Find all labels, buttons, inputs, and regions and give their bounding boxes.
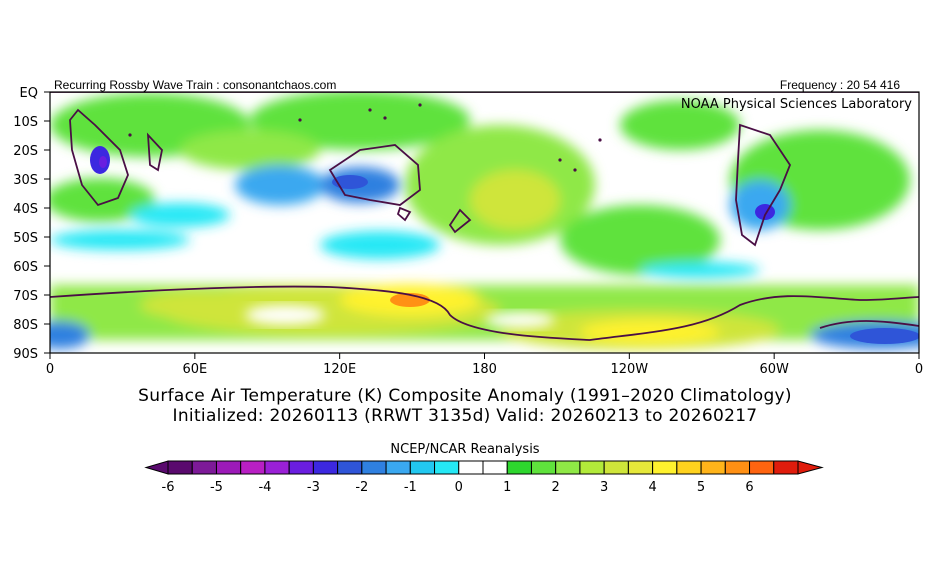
colorbar-swatch: [361, 460, 387, 475]
lat-tick-label: 70S: [13, 289, 38, 304]
colorbar-swatch: [652, 460, 678, 475]
colorbar-tick-label: 6: [745, 480, 753, 495]
colorbar-swatch: [167, 460, 193, 475]
colorbar-swatch: [385, 460, 411, 475]
lat-tick-label: 50S: [13, 231, 38, 246]
lon-tick-label: 120E: [323, 362, 356, 377]
anomaly-map: NOAA Physical Sciences Laboratory EQ 10S 2…: [13, 86, 923, 377]
lab-label: NOAA Physical Sciences Laboratory: [681, 97, 912, 112]
colorbar-tick-label: 0: [455, 480, 463, 495]
header-frequency-text: Frequency : 20 54 416: [779, 78, 900, 92]
lat-tick-label: 60S: [13, 260, 38, 275]
colorbar-tick-label: -6: [162, 480, 175, 495]
colorbar-swatch: [603, 460, 629, 475]
colorbar-swatch: [700, 460, 726, 475]
lon-tick-label: 0: [915, 362, 923, 377]
colorbar-swatch: [409, 460, 436, 475]
colorbar-swatch: [337, 460, 363, 475]
title-line-2: Initialized: 20260113 (RRWT 3135d) Valid…: [172, 406, 758, 426]
header-source-text: Recurring Rossby Wave Train : consonantc…: [54, 78, 337, 92]
colorbar-swatch: [458, 460, 484, 475]
coastlines: [50, 92, 919, 341]
colorbar-tick-label: 3: [600, 480, 608, 495]
colorbar-tick-label: 5: [697, 480, 705, 495]
colorbar-tick-label: -5: [210, 480, 223, 495]
lon-tick-label: 60E: [182, 362, 207, 377]
colorbar-tick-label: -1: [404, 480, 417, 495]
colorbar-tick-label: 2: [552, 480, 560, 495]
colorbar-swatch: [506, 460, 532, 475]
colorbar-swatch: [434, 460, 460, 475]
lon-tick-label: 60W: [759, 362, 789, 377]
colorbar-title: NCEP/NCAR Reanalysis: [390, 442, 540, 457]
lat-tick-label: 40S: [13, 202, 38, 217]
colorbar-swatch: [579, 460, 605, 475]
lon-tick-label: 120W: [610, 362, 648, 377]
lat-tick-label: 10S: [13, 115, 38, 130]
colorbar-swatch: [312, 460, 339, 475]
colorbar-tick-label: -4: [258, 480, 271, 495]
colorbar-left-arrow: [144, 460, 169, 475]
colorbar-swatch: [215, 460, 242, 475]
colorbar-swatch: [288, 460, 314, 475]
colorbar-swatch: [530, 460, 557, 475]
anomaly-field: [50, 92, 919, 353]
colorbar-swatch: [724, 460, 751, 475]
colorbar-tick-label: -2: [355, 480, 368, 495]
colorbar-swatch: [676, 460, 702, 475]
title-line-1: Surface Air Temperature (K) Composite An…: [138, 386, 792, 406]
latitude-axis: EQ 10S 20S 30S 40S 50S 60S 70S 80S 90S: [13, 86, 50, 362]
colorbar-swatch: [482, 460, 508, 475]
colorbar-swatch: [555, 460, 581, 475]
colorbar-tick-label: -3: [307, 480, 320, 495]
longitude-axis: 0 60E 120E 180 120W 60W 0: [46, 353, 923, 377]
colorbar-tick-label: 1: [503, 480, 511, 495]
colorbar: -6 -5 -4 -3 -2 -1 0 1 2 3 4 5 6: [144, 460, 824, 495]
lat-tick-label: 30S: [13, 173, 38, 188]
colorbar-swatch: [264, 460, 290, 475]
lon-tick-label: 180: [472, 362, 497, 377]
lat-tick-label: 90S: [13, 347, 38, 362]
colorbar-right-arrow: [797, 460, 824, 475]
lat-tick-label: EQ: [20, 86, 38, 101]
lat-tick-label: 80S: [13, 318, 38, 333]
colorbar-swatch: [627, 460, 654, 475]
lat-tick-label: 20S: [13, 144, 38, 159]
colorbar-swatch: [773, 460, 799, 475]
colorbar-tick-label: 4: [648, 480, 656, 495]
colorbar-swatch: [191, 460, 217, 475]
colorbar-swatch: [749, 460, 775, 475]
colorbar-swatch: [240, 460, 266, 475]
lon-tick-label: 0: [46, 362, 54, 377]
